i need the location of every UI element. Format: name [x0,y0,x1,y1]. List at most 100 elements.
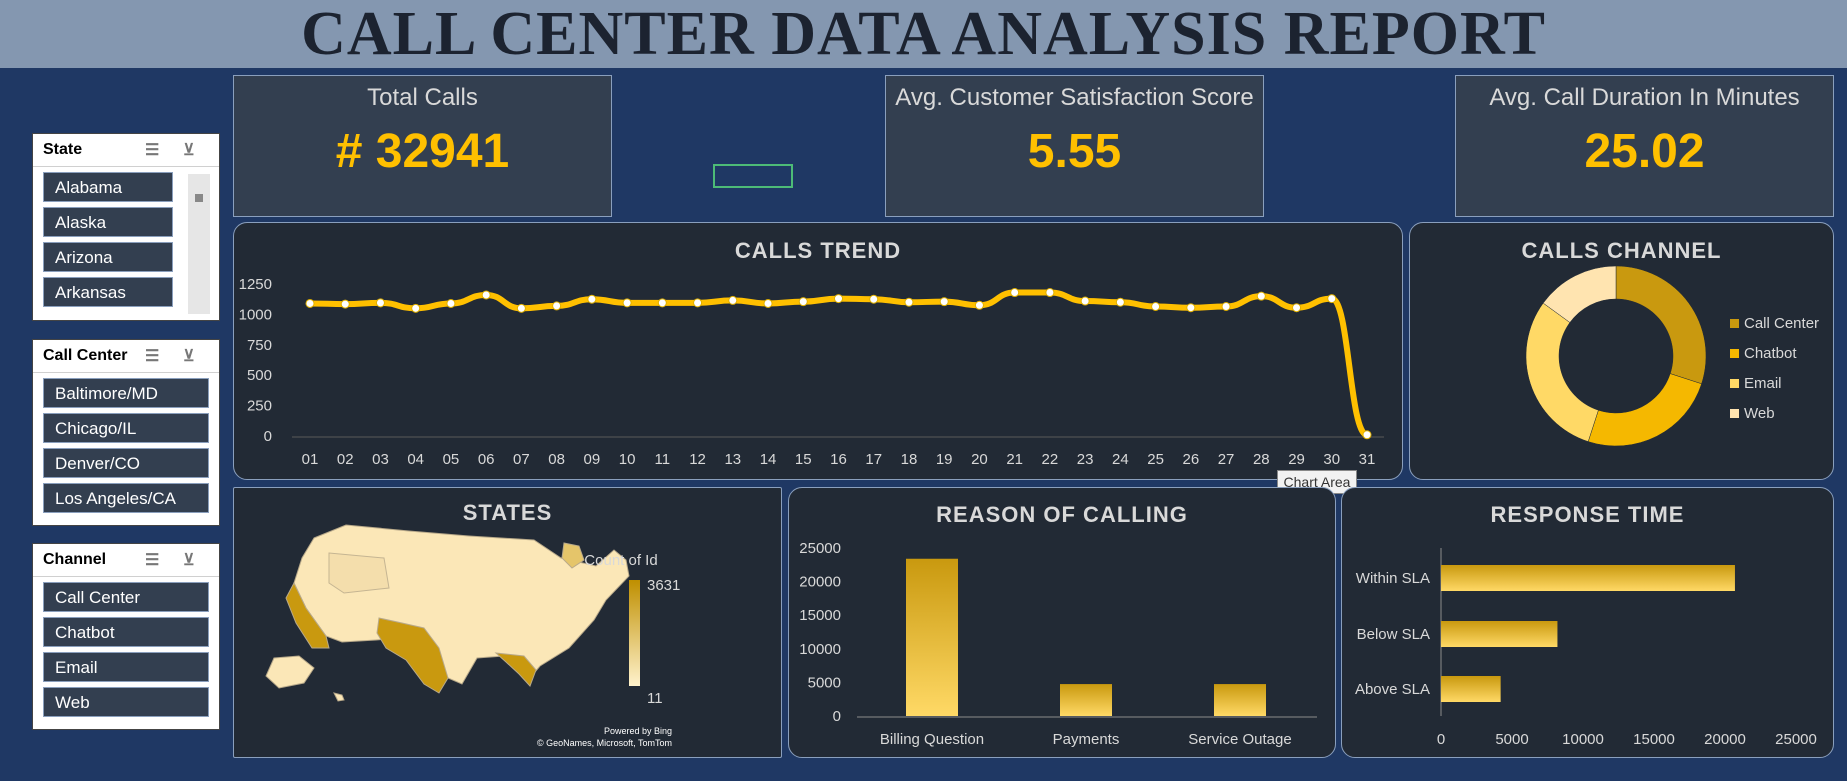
states-title: STATES [462,500,553,525]
kpi-total-calls: Total Calls # 32941 [233,75,612,217]
y-tick-label: 15000 [799,607,841,624]
trend-line [309,289,1369,438]
response-title: RESPONSE TIME [1490,502,1685,527]
trend-point [728,295,738,305]
slicer-item-denver[interactable]: Denver/CO [43,448,209,478]
trend-point [552,301,562,311]
kpi-duration-label: Avg. Call Duration In Minutes [1489,84,1800,111]
y-category-label: Above SLA [1355,681,1430,698]
multi-select-icon[interactable]: ☰ [145,348,160,365]
clear-filter-icon[interactable]: ⊻ [183,552,195,569]
trend-point [587,294,597,304]
state-slicer[interactable]: State ☰ ⊻ Alabama Alaska Arizona Arkansa… [32,133,220,321]
channel-slicer[interactable]: Channel ☰ ⊻ Call Center Chatbot Email We… [32,543,220,730]
reason-chart: 0 5000 10000 15000 20000 25000 Billing Questio… [799,540,1317,748]
x-tick-label: 15000 [1633,731,1675,748]
x-tick-label: 30 [1323,451,1340,468]
legend-swatch [1730,349,1739,358]
slicer-item-web[interactable]: Web [43,687,209,717]
response-bar [1441,621,1558,647]
kpi-satisfaction: Avg. Customer Satisfaction Score 5.55 [885,75,1264,217]
call-center-slicer[interactable]: Call Center ☰ ⊻ Baltimore/MD Chicago/IL … [32,339,220,526]
trend-point [516,303,526,313]
x-tick-label: 31 [1359,451,1376,468]
chart-area-tooltip: Chart Area [1277,470,1357,494]
multi-select-icon[interactable]: ☰ [145,552,160,569]
x-tick-label: Service Outage [1188,731,1291,748]
trend-point [305,298,315,308]
donut-slice [1542,265,1617,323]
reason-bar [1060,684,1112,716]
x-tick-label: 25000 [1775,731,1817,748]
calls-trend-panel[interactable]: CALLS TREND 0 250 500 750 1000 1250 01 02 03 04 05… [233,222,1403,480]
scrollbar-thumb[interactable] [195,194,203,202]
x-tick-label: 26 [1182,451,1199,468]
y-tick-label: 1250 [239,276,272,293]
x-tick-label: 17 [865,451,882,468]
trend-point [763,298,773,308]
slicer-item-alaska[interactable]: Alaska [43,207,173,237]
reason-bar [1214,684,1266,716]
slicer-item-chatbot[interactable]: Chatbot [43,617,209,647]
calls-channel-panel[interactable]: CALLS CHANNEL Call Center Chatbot Email Web [1409,222,1834,480]
y-category-label: Within SLA [1356,570,1430,587]
slicer-item-baltimore[interactable]: Baltimore/MD [43,378,209,408]
reason-panel[interactable]: REASON OF CALLING 0 5000 10000 15000 20000 25… [788,487,1336,758]
kpi-duration: Avg. Call Duration In Minutes 25.02 [1455,75,1834,217]
state-slicer-header: State ☰ ⊻ [33,134,219,167]
x-tick-label: 23 [1077,451,1094,468]
slicer-item-arizona[interactable]: Arizona [43,242,173,272]
trend-point [622,298,632,308]
trend-point [939,297,949,307]
states-panel[interactable]: STATES Count of Id 3631 11 Powered by Bi… [233,487,782,758]
calls-trend-chart: 0 250 500 750 1000 1250 01 02 03 04 05 06 07 08 09 10 11… [239,276,1384,468]
x-tick-label: 24 [1112,451,1129,468]
trend-point [693,298,703,308]
clear-filter-icon[interactable]: ⊻ [183,348,195,365]
x-tick-label: 06 [478,451,495,468]
donut-slice [1587,373,1702,447]
x-tick-label: 13 [724,451,741,468]
trend-point [834,294,843,304]
x-tick-label: Billing Question [880,731,984,748]
calls-channel-title: CALLS CHANNEL [1521,238,1722,263]
state-slicer-scrollbar[interactable] [188,174,210,314]
legend-swatch [1730,379,1739,388]
call-center-slicer-header: Call Center ☰ ⊻ [33,340,219,373]
legend-label: Web [1744,405,1775,422]
slicer-item-chicago[interactable]: Chicago/IL [43,413,209,443]
x-tick-label: 0 [1437,731,1445,748]
slicer-item-call-center[interactable]: Call Center [43,582,209,612]
trend-point [1080,296,1090,306]
reason-title: REASON OF CALLING [936,502,1188,527]
trend-point [798,297,808,307]
y-tick-label: 0 [833,708,841,725]
x-tick-label: 28 [1253,451,1270,468]
slicer-item-arkansas[interactable]: Arkansas [43,277,173,307]
slicer-item-los-angeles[interactable]: Los Angeles/CA [43,483,209,513]
trend-point [1221,301,1231,311]
y-tick-label: 750 [247,337,272,354]
call-center-slicer-title: Call Center [43,347,128,364]
y-tick-label: 500 [247,367,272,384]
trend-point [1045,288,1055,298]
x-tick-label: 15 [795,451,812,468]
response-chart: Within SLA Below SLA Above SLA 0 5000 10000 15… [1355,548,1817,748]
response-panel[interactable]: RESPONSE TIME Within SLA Below SLA Above S… [1341,487,1834,758]
slicer-item-email[interactable]: Email [43,652,209,682]
x-tick-label: 07 [513,451,530,468]
trend-point [869,294,879,304]
y-tick-label: 250 [247,398,272,415]
x-tick-label: 11 [655,451,671,468]
x-tick-label: 25 [1147,451,1164,468]
map-credit-providers: © GeoNames, Microsoft, TomTom [537,738,672,748]
clear-filter-icon[interactable]: ⊻ [183,142,195,159]
trend-point [657,298,667,308]
slicer-item-alabama[interactable]: Alabama [43,172,173,202]
report-title: CALL CENTER DATA ANALYSIS REPORT [301,0,1546,68]
multi-select-icon[interactable]: ☰ [145,142,160,159]
trend-point [1186,303,1196,313]
x-tick-label: 18 [901,451,918,468]
selected-cell[interactable] [713,164,793,188]
x-tick-label: 10 [619,451,636,468]
